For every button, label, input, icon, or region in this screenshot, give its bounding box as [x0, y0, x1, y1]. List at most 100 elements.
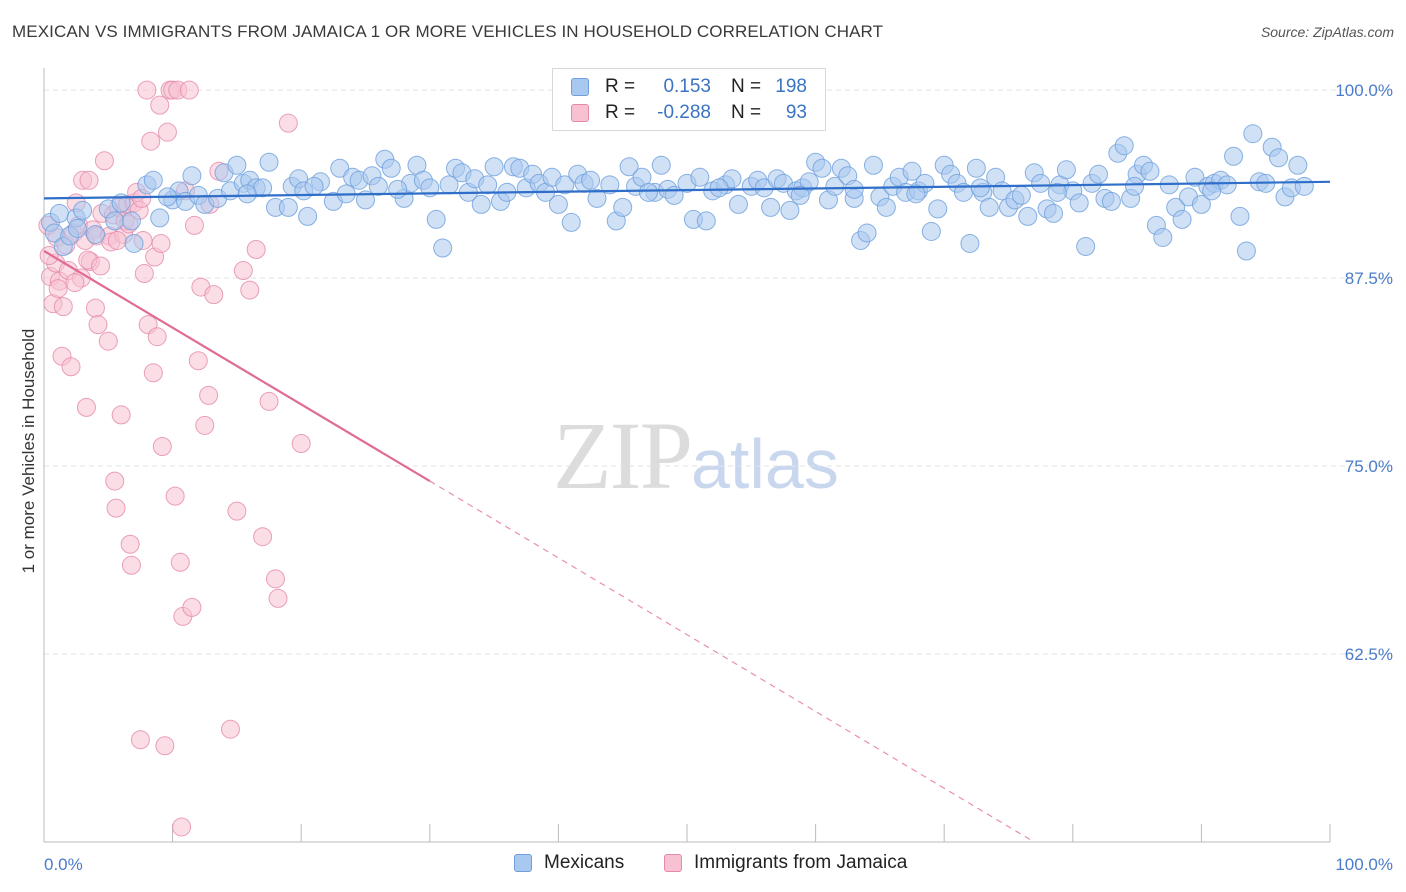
mexicans-point — [696, 211, 716, 231]
jamaica-point — [76, 397, 96, 417]
mexicans-point — [1031, 173, 1051, 193]
jamaica-point — [134, 264, 154, 284]
mexicans-point — [471, 194, 491, 214]
mexicans-point — [548, 194, 568, 214]
bottom-legend-mexicans: Mexicans — [514, 852, 624, 874]
jamaica-point — [199, 385, 219, 405]
x-tick-label: 0.0% — [44, 855, 83, 874]
chart-title: MEXICAN VS IMMIGRANTS FROM JAMAICA 1 OR … — [12, 22, 884, 41]
jamaica-point — [184, 215, 204, 235]
jamaica-point — [179, 80, 199, 100]
mexicans-point — [368, 176, 388, 196]
bottom-legend-label: Mexicans — [544, 852, 625, 873]
mexicans-point — [330, 158, 350, 178]
mexicans-point — [555, 175, 575, 195]
mexicans-point — [761, 197, 781, 217]
jamaica-point — [151, 233, 171, 253]
jamaica-point — [220, 719, 240, 739]
mexicans-point — [638, 182, 658, 202]
jamaica-point — [79, 170, 99, 190]
mexicans-point — [876, 197, 896, 217]
mexicans-point — [388, 179, 408, 199]
mexicans-point — [49, 203, 69, 223]
mexicans-point — [1269, 148, 1289, 168]
mexicans-point — [561, 212, 581, 232]
jamaica-point — [253, 527, 273, 547]
mexicans-point — [1185, 167, 1205, 187]
jamaica-point — [246, 239, 266, 259]
jamaica-point — [291, 433, 311, 453]
jamaica-point — [94, 151, 114, 171]
jamaica-point — [121, 555, 141, 575]
mexicans-point — [902, 161, 922, 181]
mexicans-point — [1230, 206, 1250, 226]
mexicans-point — [182, 166, 202, 186]
mexicans-point — [619, 157, 639, 177]
mexicans-point — [1140, 161, 1160, 181]
mexicans-point — [1153, 227, 1173, 247]
y-axis-label: 1 or more Vehicles in Household — [19, 329, 38, 574]
jamaica-point — [227, 501, 247, 521]
legend-r-value: 0.153 — [663, 76, 711, 97]
jamaica-point — [48, 279, 68, 299]
mexicans-point — [799, 172, 819, 192]
mexicans-point — [581, 170, 601, 190]
jamaica-point — [106, 498, 126, 518]
mexicans-point — [1224, 146, 1244, 166]
mexicans-point — [426, 209, 446, 229]
mexicans-point — [722, 169, 742, 189]
mexicans-point — [1101, 191, 1121, 211]
mexicans-point — [1288, 155, 1308, 175]
jamaica-point — [111, 405, 131, 425]
mexicans-point — [754, 178, 774, 198]
mexicans-point — [1236, 241, 1256, 261]
mexicans-point — [259, 152, 279, 172]
legend-r-label: R = — [605, 76, 636, 97]
watermark: ZIPatlas — [553, 400, 839, 511]
mexicans-point — [1056, 160, 1076, 180]
mexicans-point — [484, 157, 504, 177]
mexicans-point — [1114, 136, 1134, 156]
jamaica-point — [91, 256, 111, 276]
jamaica-point — [233, 261, 253, 281]
jamaica-point — [88, 315, 108, 335]
mexicans-point — [73, 200, 93, 220]
mexicans-point — [966, 158, 986, 178]
mexicans-point — [1069, 193, 1089, 213]
y-tick-label: 87.5% — [1345, 269, 1393, 288]
mexicans-point — [1089, 164, 1109, 184]
legend-n-value: 198 — [775, 76, 807, 97]
jamaica-point — [155, 736, 175, 756]
legend-swatch-mexicans — [571, 78, 589, 96]
jamaica-point — [65, 273, 85, 293]
jamaica-point — [130, 730, 150, 750]
mexicans-point — [979, 197, 999, 217]
mexicans-point — [651, 155, 671, 175]
jamaica-point — [204, 285, 224, 305]
mexicans-point — [85, 224, 105, 244]
bottom-legend-jamaica: Immigrants from Jamaica — [664, 852, 907, 874]
mexicans-point — [304, 176, 324, 196]
jamaica-point — [120, 534, 140, 554]
mexicans-point — [124, 233, 144, 253]
mexicans-point — [790, 185, 810, 205]
mexicans-point — [709, 178, 729, 198]
y-tick-label: 75.0% — [1345, 457, 1393, 476]
mexicans-point — [433, 238, 453, 258]
watermark-zip: ZIP — [553, 402, 693, 509]
jamaica-point — [172, 817, 192, 837]
legend-n-value: 93 — [785, 102, 807, 123]
jamaica-point — [259, 391, 279, 411]
jamaica-point — [240, 280, 260, 300]
mexicans-point — [613, 197, 633, 217]
legend-n-label: N = — [731, 76, 762, 97]
mexicans-point — [121, 211, 141, 231]
jamaica-point — [152, 436, 172, 456]
mexicans-point — [780, 200, 800, 220]
watermark-atlas: atlas — [691, 425, 839, 503]
jamaica-point — [98, 331, 118, 351]
source-label: Source: ZipAtlas.com — [1260, 24, 1394, 40]
jamaica-point — [85, 298, 105, 318]
mexicans-point — [921, 221, 941, 241]
